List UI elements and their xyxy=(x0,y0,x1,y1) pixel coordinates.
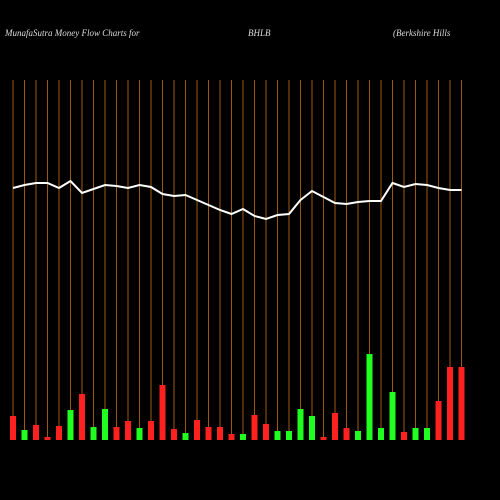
bar xyxy=(33,425,39,440)
chart-subtitle: BHLB xyxy=(248,28,271,38)
bar xyxy=(217,427,223,440)
bar xyxy=(412,428,419,440)
bar xyxy=(424,428,430,440)
bar xyxy=(67,410,74,440)
bar xyxy=(251,415,258,440)
bar xyxy=(102,409,108,440)
bar xyxy=(90,427,97,440)
bar xyxy=(171,429,177,440)
bar xyxy=(182,433,189,440)
bar xyxy=(435,401,442,440)
bar xyxy=(56,426,62,440)
bar xyxy=(136,428,143,440)
bar xyxy=(332,413,338,440)
bar xyxy=(205,427,212,440)
bar xyxy=(309,416,315,440)
bar xyxy=(320,437,327,440)
chart-annotation: (Berkshire Hills xyxy=(393,28,451,38)
money-flow-line xyxy=(12,179,462,221)
bar xyxy=(21,430,28,440)
bar xyxy=(274,431,281,440)
bar xyxy=(458,367,465,440)
bar xyxy=(378,428,384,440)
bar xyxy=(263,424,269,440)
bar xyxy=(343,428,350,440)
bar xyxy=(125,421,131,440)
chart-title: MunafaSutra Money Flow Charts for xyxy=(4,28,140,38)
bar xyxy=(10,416,16,440)
bar xyxy=(148,421,154,440)
bar xyxy=(240,434,246,440)
bar xyxy=(159,385,166,440)
bar xyxy=(447,367,453,440)
bar xyxy=(389,392,396,440)
bar xyxy=(228,434,235,440)
bar xyxy=(44,437,51,440)
bar xyxy=(366,354,373,440)
bar xyxy=(297,409,304,440)
bar xyxy=(355,431,361,440)
bar xyxy=(401,432,407,440)
bar xyxy=(286,431,292,440)
bar xyxy=(113,427,120,440)
bar xyxy=(79,394,85,440)
bar xyxy=(194,420,200,440)
